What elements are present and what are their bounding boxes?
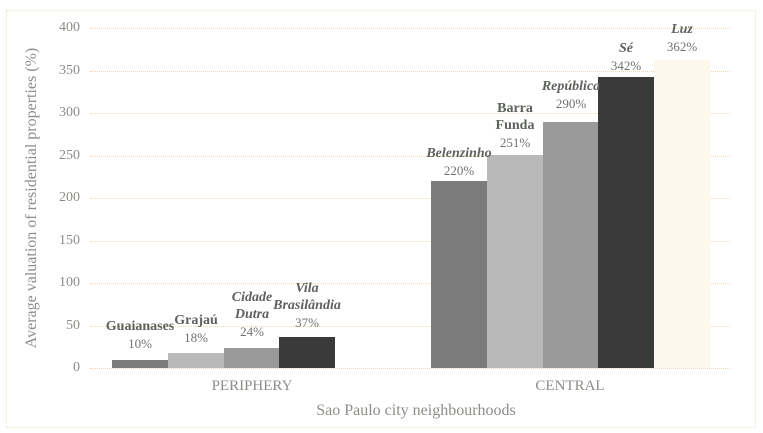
y-tick: 300: [59, 105, 80, 120]
gridline: [90, 283, 730, 284]
gridline: [90, 198, 730, 199]
gridline: [90, 70, 730, 72]
y-tick: 150: [59, 232, 80, 248]
data-label-republica: República 290%: [541, 79, 601, 111]
category-periphery: PERIPHERY: [211, 378, 293, 394]
bar-cidade-dutra: [224, 347, 280, 368]
bar-se: [598, 77, 654, 368]
bar-guaianases: [112, 359, 168, 368]
y-tick: 200: [59, 190, 80, 205]
data-label-vila-brasilandia: Vila Brasilândia 37%: [273, 281, 341, 330]
data-label-se: Sé 342%: [610, 41, 642, 73]
bar-grajau: [168, 352, 224, 368]
bar-barra-funda: [487, 154, 543, 368]
data-label-cidade-dutra: Cidade Dutra 24%: [231, 290, 273, 339]
data-label-guaianases: Guaianases 10%: [105, 319, 175, 351]
chart-frame: [6, 10, 756, 428]
y-tick: 250: [59, 147, 80, 163]
bar-republica: [543, 121, 599, 368]
data-label-grajau: Grajaú 18%: [174, 313, 218, 345]
gridline: [90, 240, 730, 242]
data-label-luz: Luz 362%: [666, 22, 698, 54]
category-central: CENTRAL: [535, 378, 605, 394]
gridline: [90, 325, 730, 327]
bar-vila-brasilandia: [279, 336, 335, 368]
y-tick: 350: [59, 62, 80, 78]
data-label-barra-funda: Barra Funda 251%: [495, 101, 535, 150]
gridline: [90, 28, 730, 29]
y-tick: 400: [59, 20, 80, 35]
y-tick: 0: [73, 360, 80, 375]
gridline: [90, 155, 730, 157]
data-label-belenzinho: Belenzinho 220%: [426, 146, 492, 178]
y-axis-title: Average valuation of residential propert…: [23, 47, 40, 349]
y-tick: 100: [59, 275, 80, 290]
y-tick: 50: [66, 317, 80, 333]
gridline: [90, 113, 730, 114]
bar-luz: [654, 60, 710, 368]
x-axis-title: Sao Paulo city neighbourhoods: [316, 402, 516, 419]
bar-belenzinho: [431, 181, 487, 368]
gridline: [90, 368, 730, 369]
